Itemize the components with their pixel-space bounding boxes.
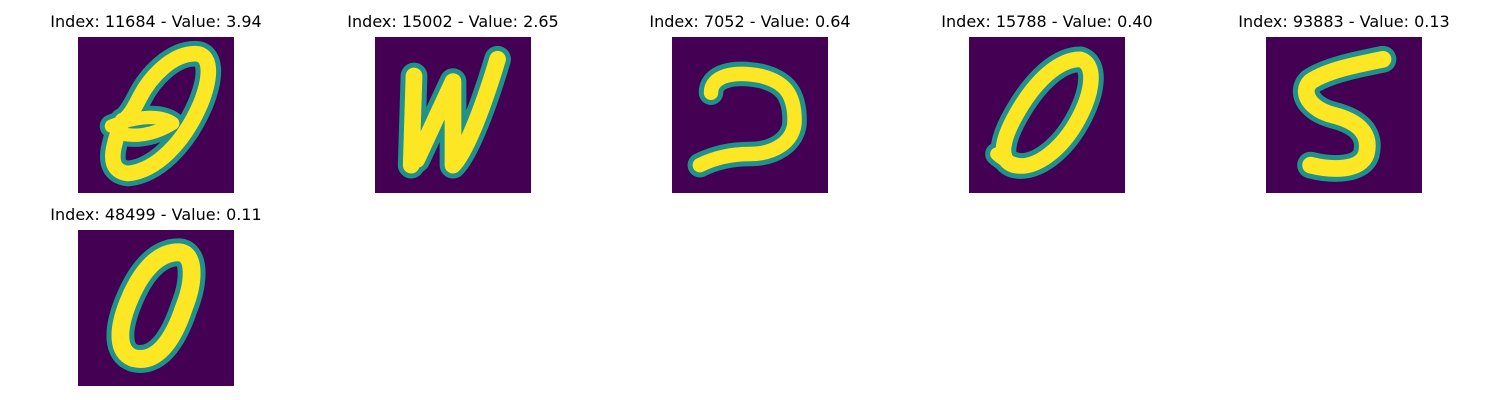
digit-image [672, 37, 828, 193]
panel-title: Index: 11684 - Value: 3.94 [50, 12, 262, 31]
digit-image [78, 37, 234, 193]
digit-image [78, 230, 234, 386]
image-panel-3: Index: 7052 - Value: 0.64 [620, 0, 880, 193]
digit-image [969, 37, 1125, 193]
panel-title: Index: 48499 - Value: 0.11 [50, 205, 262, 224]
image-panel-4: Index: 15788 - Value: 0.40 [917, 0, 1177, 193]
panel-title: Index: 7052 - Value: 0.64 [649, 12, 851, 31]
panel-title: Index: 15002 - Value: 2.65 [347, 12, 559, 31]
digit-image [375, 37, 531, 193]
panel-title: Index: 15788 - Value: 0.40 [941, 12, 1153, 31]
image-panel-6: Index: 48499 - Value: 0.11 [26, 193, 286, 386]
digit-image [1266, 37, 1422, 193]
image-panel-1: Index: 11684 - Value: 3.94 [26, 0, 286, 193]
image-panel-2: Index: 15002 - Value: 2.65 [323, 0, 583, 193]
image-panel-5: Index: 93883 - Value: 0.13 [1214, 0, 1474, 193]
panel-title: Index: 93883 - Value: 0.13 [1238, 12, 1450, 31]
